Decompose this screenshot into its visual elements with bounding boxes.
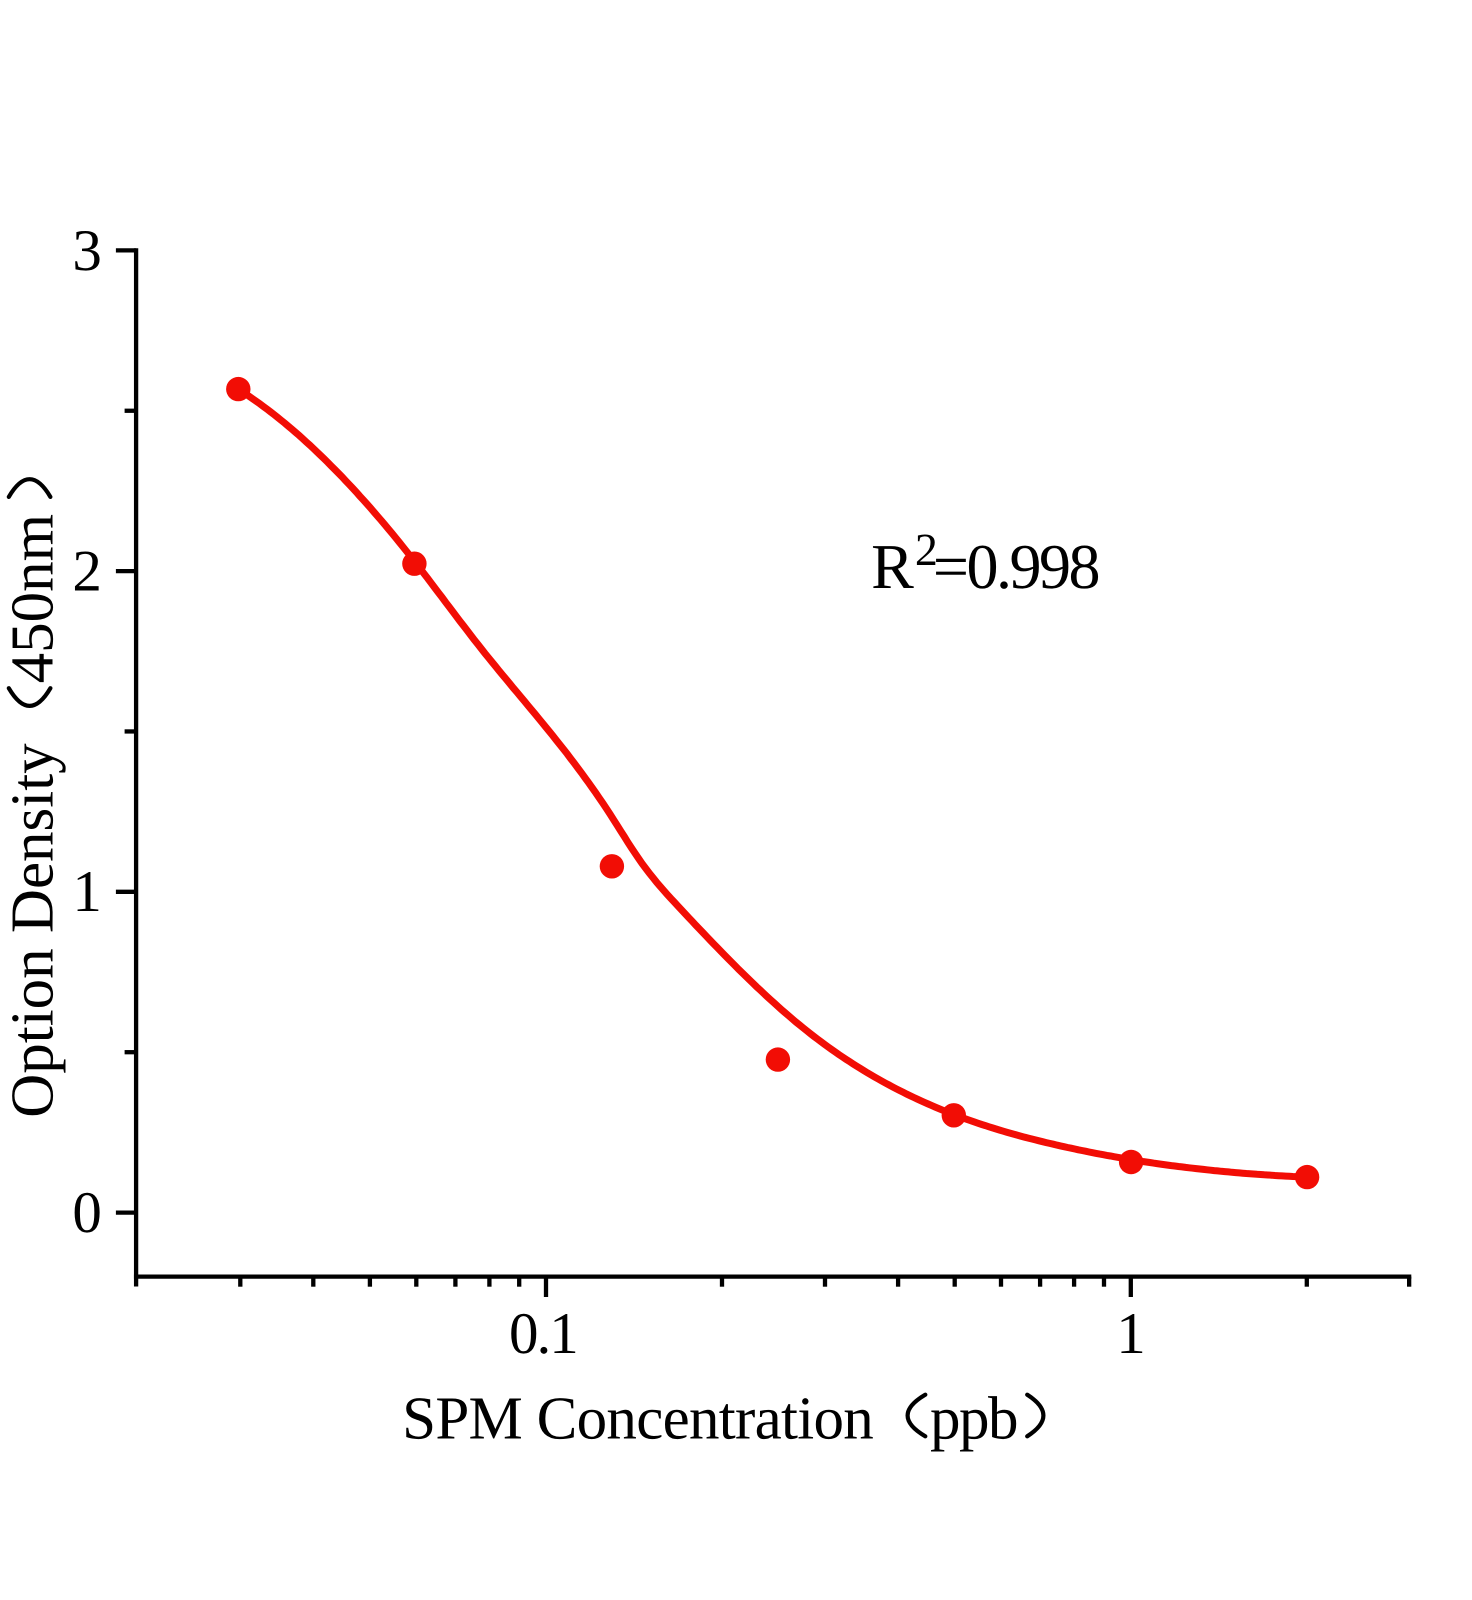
- svg-text:ppb: ppb: [930, 1385, 1017, 1452]
- svg-text:2: 2: [915, 524, 938, 575]
- svg-text:=0.998: =0.998: [933, 531, 1099, 602]
- svg-text:3: 3: [72, 217, 102, 283]
- svg-text:1: 1: [72, 858, 102, 924]
- svg-text:SPM Concentration: SPM Concentration: [402, 1385, 873, 1452]
- svg-text:0: 0: [72, 1179, 102, 1245]
- svg-text:2: 2: [72, 538, 102, 604]
- svg-text:450nm: 450nm: [0, 514, 66, 683]
- svg-text:0.1: 0.1: [509, 1300, 577, 1366]
- svg-text:1: 1: [1116, 1300, 1146, 1366]
- svg-text:R: R: [871, 531, 914, 602]
- svg-text:Option Density: Option Density: [0, 743, 66, 1118]
